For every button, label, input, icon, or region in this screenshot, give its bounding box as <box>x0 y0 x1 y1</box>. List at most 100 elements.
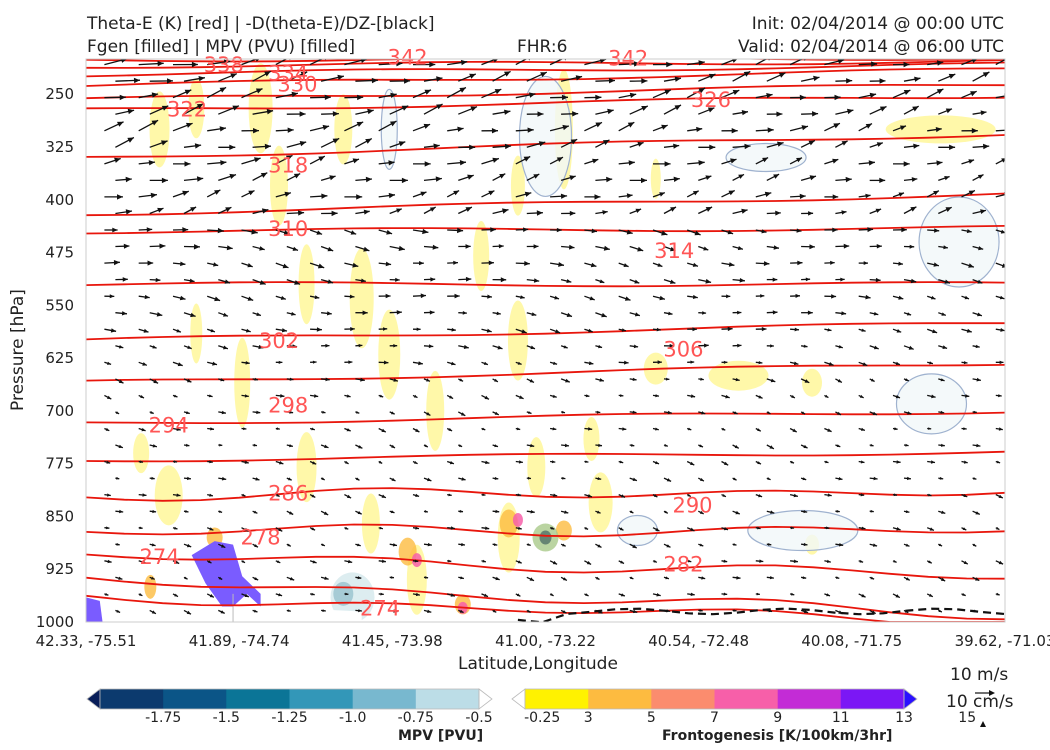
wind-vector-head <box>898 192 904 197</box>
wind-vector-head <box>151 476 155 480</box>
wind-vector <box>755 394 763 399</box>
wind-vector <box>355 310 368 316</box>
wind-vector <box>721 229 734 235</box>
wind-vector <box>869 576 875 580</box>
wind-vector-head <box>116 543 120 546</box>
wind-vector <box>663 343 675 348</box>
wind-vector-head <box>801 411 806 415</box>
wind-vector-head <box>552 427 557 431</box>
wind-vector <box>869 78 886 84</box>
wind-vector <box>995 527 1000 531</box>
wind-vector-head <box>586 561 592 565</box>
wind-vector <box>183 312 196 318</box>
wind-vector-head <box>998 427 1003 431</box>
wind-vector <box>561 111 579 117</box>
wind-vector-head <box>194 143 202 149</box>
theta-e-contour <box>86 67 1005 87</box>
wind-vector-head <box>933 190 939 196</box>
theta-e-contour <box>86 553 1005 580</box>
colorbar-swatch <box>226 689 290 709</box>
wind-vector <box>698 144 716 150</box>
wind-vector <box>275 527 283 532</box>
wind-vector <box>378 427 387 433</box>
wind-vector-head <box>739 278 745 283</box>
wind-vector-head <box>975 344 980 349</box>
wind-vector <box>687 60 705 66</box>
wind-vector-head <box>278 527 283 532</box>
wind-vector <box>858 559 864 563</box>
wind-vector <box>790 94 806 101</box>
wind-vector-shaft <box>1007 610 1014 611</box>
fgen-fill-weak <box>190 303 203 364</box>
theta-e-label: 294 <box>149 413 189 437</box>
wind-vector-head <box>834 94 841 101</box>
init-time: Init: 02/04/2014 @ 00:00 UTC <box>751 14 1004 34</box>
wind-vector <box>286 609 291 612</box>
wind-vector <box>824 158 839 165</box>
wind-vector-head <box>502 208 509 214</box>
wind-vector <box>835 543 844 547</box>
wind-vector-head <box>699 543 704 547</box>
wind-vector <box>207 394 213 398</box>
wind-vector <box>801 277 811 282</box>
wind-vector <box>732 411 738 415</box>
wind-vector-head <box>843 243 850 249</box>
theta-e-label: 338 <box>204 53 244 77</box>
theta-e-label: 330 <box>277 73 317 97</box>
wind-vector-head <box>895 394 900 399</box>
wind-vector <box>149 476 155 480</box>
wind-vector <box>766 576 774 580</box>
wind-vector-head <box>727 326 733 332</box>
wind-vector-head <box>656 327 661 332</box>
wind-vector-head <box>185 510 189 513</box>
wind-vector <box>172 190 190 198</box>
wind-vector <box>526 278 540 283</box>
wind-vector <box>789 460 795 464</box>
wind-vector <box>104 157 121 165</box>
wind-vector <box>149 207 164 215</box>
wind-vector-head <box>427 477 432 482</box>
wind-vector-head <box>846 78 853 84</box>
wind-vector <box>560 138 578 148</box>
wind-vector-head <box>1008 544 1012 547</box>
wind-vector-head <box>905 577 910 581</box>
wind-vector <box>995 427 1003 431</box>
wind-vector <box>515 261 530 266</box>
wind-vector-head <box>415 493 420 497</box>
wind-vector-head <box>632 544 637 548</box>
wind-vector-head <box>360 59 367 63</box>
wind-vector <box>892 560 897 563</box>
wind-vector-head <box>799 94 806 101</box>
wind-vector <box>104 394 112 400</box>
wind-vector-head <box>416 327 421 331</box>
wind-vector <box>801 542 808 547</box>
wind-vector <box>241 328 251 333</box>
wind-vector-shaft <box>1007 313 1018 316</box>
wind-vector-head <box>766 93 773 99</box>
wind-vector <box>938 278 951 284</box>
wind-vector-head <box>633 344 639 349</box>
wind-vector-head <box>244 394 249 398</box>
wind-vector <box>138 560 147 564</box>
wind-vector <box>173 161 191 167</box>
wind-vector <box>732 444 740 449</box>
wind-vector-head <box>449 395 454 399</box>
wind-vector <box>800 444 808 449</box>
wind-vector-head <box>453 260 458 265</box>
wind-vector-head <box>210 427 214 431</box>
wind-vector <box>755 294 765 298</box>
wind-vector-head <box>217 227 224 234</box>
wind-vector-head <box>641 106 648 111</box>
wind-vector <box>218 312 229 317</box>
wind-vector <box>115 136 135 148</box>
wind-vector <box>549 156 564 165</box>
wind-vector-head <box>460 576 464 580</box>
wind-vector-head <box>796 228 802 233</box>
wind-vector-head <box>451 361 456 366</box>
wind-vector-head <box>337 74 344 80</box>
wind-vector-head <box>624 360 629 365</box>
wind-vector <box>172 394 178 398</box>
wind-vector <box>138 227 153 232</box>
wind-vector-head <box>641 177 647 184</box>
